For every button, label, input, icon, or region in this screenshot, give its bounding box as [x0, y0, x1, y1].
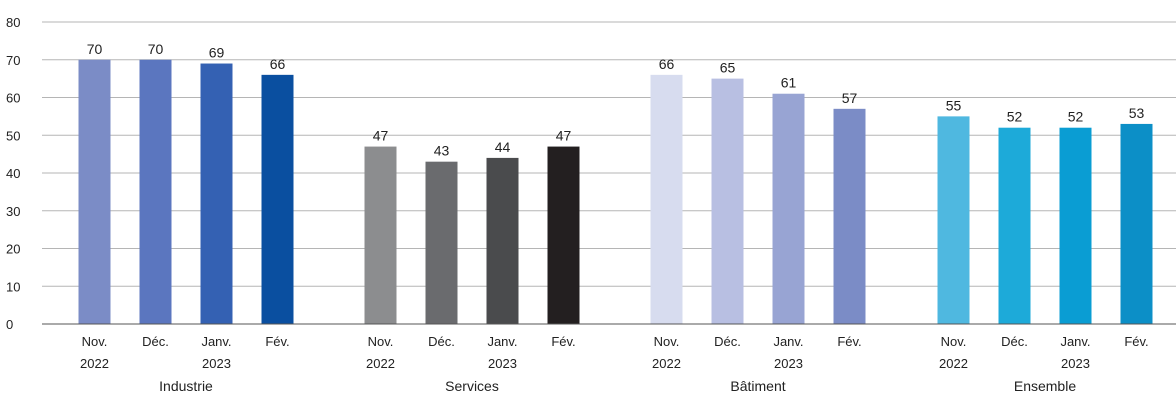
data-label: 66 — [270, 56, 286, 72]
x-tick-label-year: 2022 — [939, 356, 968, 371]
bar — [650, 74, 683, 324]
x-tick-label: Fév. — [265, 334, 289, 349]
x-tick-label: Janv. — [201, 334, 231, 349]
y-tick-label: 40 — [6, 166, 20, 181]
x-tick-label: Déc. — [1001, 334, 1028, 349]
y-tick-label: 20 — [6, 242, 20, 257]
bar — [139, 59, 172, 324]
data-label: 47 — [556, 128, 572, 144]
data-label: 61 — [781, 75, 797, 91]
group-label: Ensemble — [1014, 378, 1076, 394]
data-label: 66 — [659, 56, 675, 72]
y-tick-label: 30 — [6, 204, 20, 219]
data-label: 69 — [209, 45, 225, 61]
bar — [261, 74, 294, 324]
data-label: 47 — [373, 128, 389, 144]
x-tick-label-year: 2023 — [202, 356, 231, 371]
x-tick-label: Nov. — [82, 334, 108, 349]
x-tick-label: Déc. — [428, 334, 455, 349]
bar — [78, 59, 111, 324]
y-tick-label: 60 — [6, 91, 20, 106]
y-tick-label: 80 — [6, 15, 20, 30]
data-label: 65 — [720, 60, 736, 76]
y-tick-label: 70 — [6, 53, 20, 68]
bar — [937, 116, 970, 324]
bar — [772, 93, 805, 324]
bar — [425, 161, 458, 324]
x-tick-label: Janv. — [773, 334, 803, 349]
group-label: Services — [445, 378, 499, 394]
x-tick-label-year: 2023 — [774, 356, 803, 371]
data-label: 55 — [946, 97, 962, 113]
bar — [998, 127, 1031, 324]
x-tick-label: Déc. — [714, 334, 741, 349]
y-axis-ticks: 0 10 20 30 40 50 60 70 80 — [6, 15, 20, 332]
x-tick-label: Janv. — [1060, 334, 1090, 349]
x-tick-label-year: 2023 — [488, 356, 517, 371]
bar — [200, 63, 233, 325]
data-label: 53 — [1129, 105, 1145, 121]
bar — [711, 78, 744, 324]
group-label: Industrie — [159, 378, 213, 394]
bar — [547, 146, 580, 324]
x-tick-label: Nov. — [941, 334, 967, 349]
data-label: 52 — [1007, 109, 1023, 125]
bar — [486, 157, 519, 324]
data-label: 44 — [495, 139, 511, 155]
x-tick-label: Fév. — [551, 334, 575, 349]
y-tick-label: 10 — [6, 279, 20, 294]
bar — [833, 108, 866, 324]
data-label: 52 — [1068, 109, 1084, 125]
x-tick-label-year: 2022 — [652, 356, 681, 371]
data-label: 43 — [434, 143, 450, 159]
x-tick-label: Fév. — [1124, 334, 1148, 349]
x-tick-label: Nov. — [654, 334, 680, 349]
x-tick-label: Déc. — [142, 334, 169, 349]
bar — [1059, 127, 1092, 324]
data-label: 70 — [148, 41, 164, 57]
data-labels: 70 70 69 66 47 43 44 47 66 65 61 57 55 52 52 53 — [87, 41, 1145, 159]
x-tick-label: Janv. — [487, 334, 517, 349]
data-label: 70 — [87, 41, 103, 57]
group-label: Bâtiment — [730, 378, 785, 394]
x-tick-label-year: 2022 — [80, 356, 109, 371]
x-axis: Nov. 2022 Déc. Janv. 2023 Fév. Industrie Nov. 20… — [42, 323, 1176, 394]
x-tick-label-year: 2023 — [1061, 356, 1090, 371]
x-tick-label: Nov. — [368, 334, 394, 349]
y-tick-label: 50 — [6, 128, 20, 143]
x-tick-label: Fév. — [837, 334, 861, 349]
bars — [78, 59, 1153, 325]
bar — [1120, 123, 1153, 324]
data-label: 57 — [842, 90, 858, 106]
y-tick-label: 0 — [6, 317, 13, 332]
x-tick-label-year: 2022 — [366, 356, 395, 371]
bar — [364, 146, 397, 324]
